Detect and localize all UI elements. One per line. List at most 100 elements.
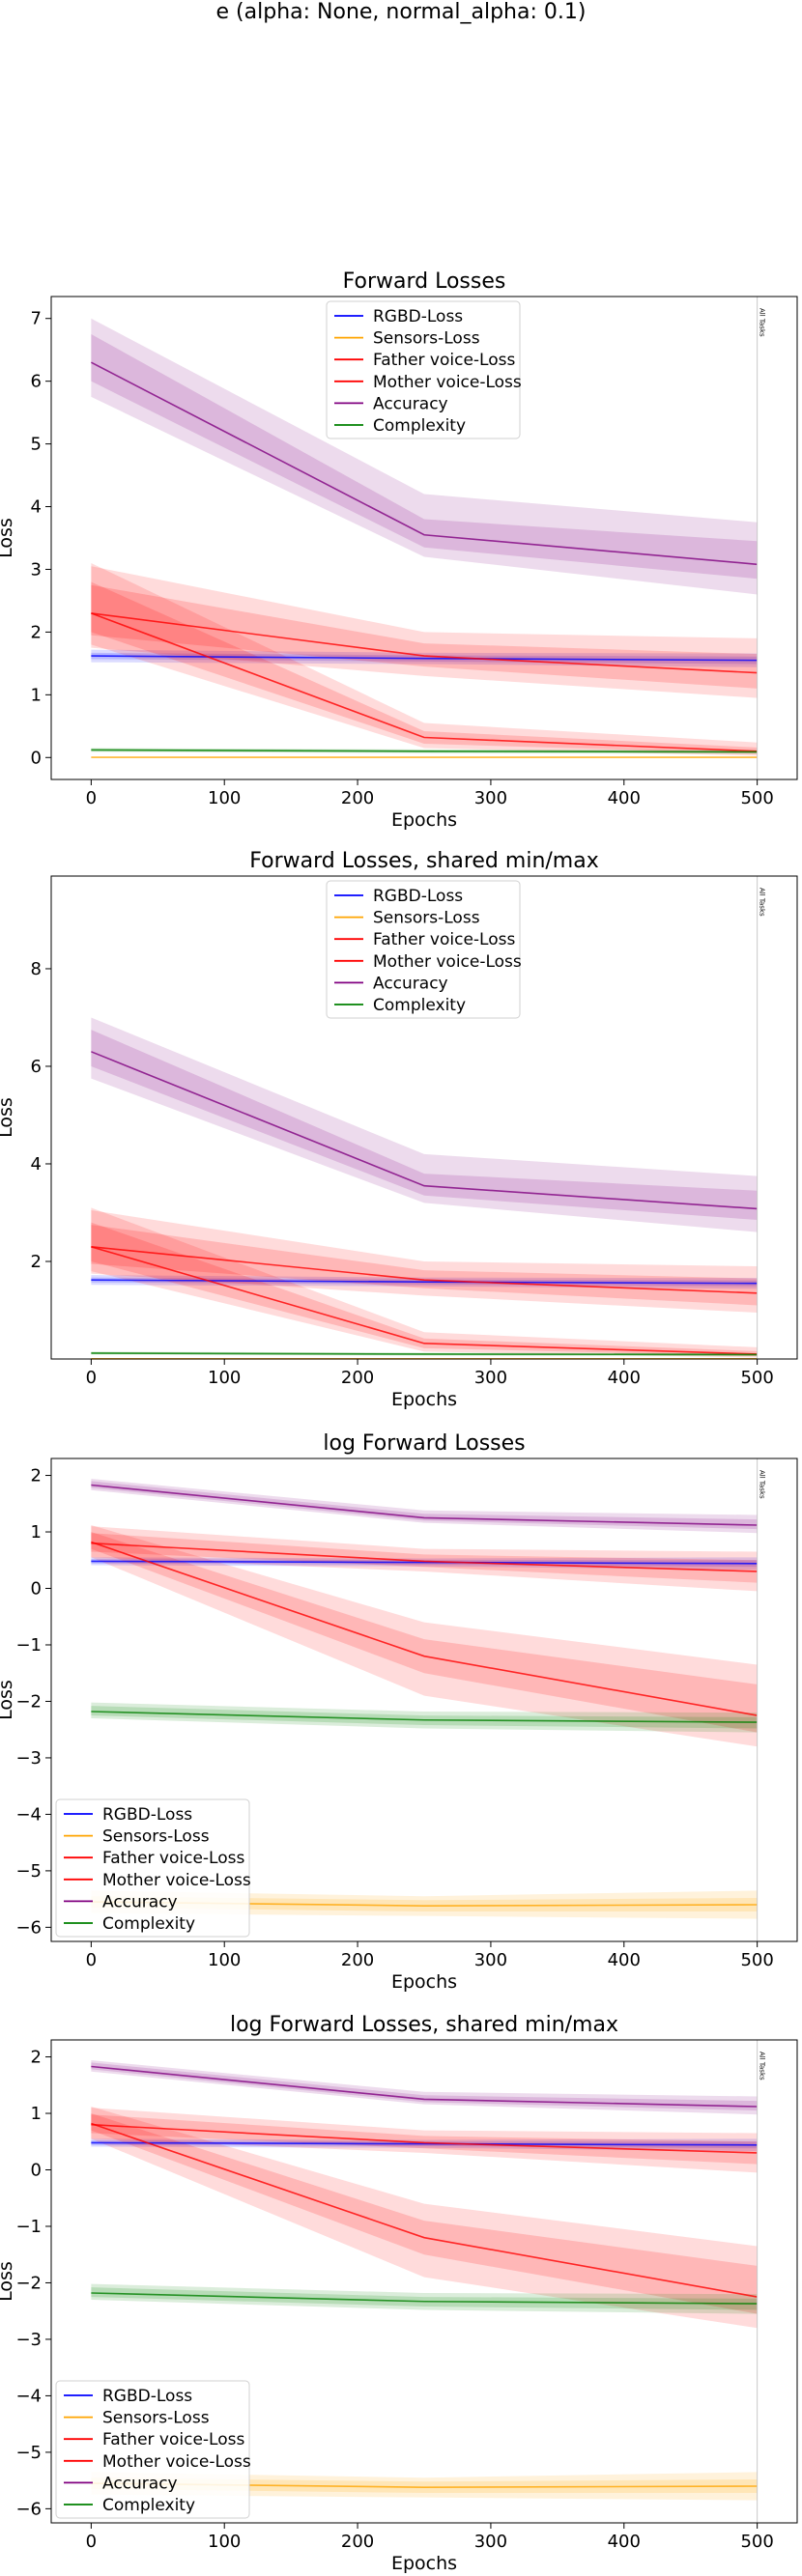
y-tick-label: −3 — [15, 2330, 42, 2350]
legend-label-sensors-loss: Sensors-Loss — [102, 2409, 210, 2428]
legend-label-accuracy: Accuracy — [102, 1892, 178, 1911]
y-tick-label: −2 — [15, 1691, 42, 1712]
x-tick-label: 200 — [341, 788, 374, 808]
y-tick-label: 1 — [31, 685, 42, 705]
y-tick-label: 6 — [31, 372, 42, 392]
task-marker-label: All Tasks — [759, 2052, 766, 2081]
y-tick-label: 4 — [31, 1154, 42, 1175]
legend-label-sensors-loss: Sensors-Loss — [373, 329, 480, 349]
x-tick-label: 300 — [474, 1950, 507, 1970]
legend-label-sensors-loss: Sensors-Loss — [102, 1827, 210, 1847]
y-tick-label: 3 — [31, 559, 42, 580]
x-axis-label: Epochs — [391, 1971, 457, 1993]
legend-label-mother-voice-loss: Mother voice-Loss — [102, 2452, 251, 2472]
x-tick-label: 400 — [608, 2532, 641, 2552]
x-tick-label: 500 — [740, 788, 773, 808]
y-tick-label: 8 — [31, 959, 42, 979]
x-axis-label: Epochs — [391, 2553, 457, 2574]
chart-title: Forward Losses, shared min/max — [249, 849, 598, 873]
y-axis-label: Loss — [0, 2261, 16, 2302]
y-tick-label: −5 — [15, 2443, 42, 2463]
x-tick-label: 0 — [86, 1950, 97, 1970]
task-marker-label: All Tasks — [759, 888, 766, 917]
legend-label-rgbd-loss: RGBD-Loss — [373, 307, 463, 326]
y-tick-label: 0 — [31, 748, 42, 768]
x-tick-label: 200 — [341, 2532, 374, 2552]
legend: RGBD-Loss Sensors-Loss Father voice-Loss Mo… — [327, 301, 522, 439]
legend-label-father-voice-loss: Father voice-Loss — [373, 930, 515, 949]
x-tick-label: 100 — [208, 788, 241, 808]
legend-label-father-voice-loss: Father voice-Loss — [102, 2430, 244, 2449]
legend-label-complexity: Complexity — [102, 1914, 195, 1934]
chart-title: log Forward Losses, shared min/max — [230, 2013, 618, 2037]
chart-title: Forward Losses — [343, 269, 506, 294]
y-tick-label: 5 — [31, 435, 42, 455]
x-tick-label: 100 — [208, 1368, 241, 1388]
y-tick-label: −4 — [15, 2386, 42, 2406]
y-tick-label: −6 — [15, 2499, 42, 2519]
y-tick-label: 6 — [31, 1057, 42, 1077]
x-tick-label: 300 — [474, 1368, 507, 1388]
y-tick-label: −1 — [15, 2217, 42, 2237]
x-tick-label: 0 — [86, 2532, 97, 2552]
x-tick-label: 200 — [341, 1368, 374, 1388]
legend-label-mother-voice-loss: Mother voice-Loss — [373, 952, 522, 972]
x-axis-label: Epochs — [391, 809, 457, 831]
x-tick-label: 400 — [608, 1950, 641, 1970]
legend-label-rgbd-loss: RGBD-Loss — [102, 1805, 192, 1825]
y-tick-label: −6 — [15, 1917, 42, 1938]
y-tick-label: 0 — [31, 2161, 42, 2181]
legend-label-mother-voice-loss: Mother voice-Loss — [373, 373, 522, 392]
legend-label-complexity: Complexity — [373, 416, 466, 436]
legend-label-rgbd-loss: RGBD-Loss — [373, 887, 463, 906]
x-tick-label: 500 — [740, 1950, 773, 1970]
legend-label-complexity: Complexity — [373, 996, 466, 1015]
y-axis-label: Loss — [0, 1097, 16, 1138]
x-tick-label: 0 — [86, 788, 97, 808]
y-axis-label: Loss — [0, 518, 16, 558]
legend-label-rgbd-loss: RGBD-Loss — [102, 2387, 192, 2406]
y-tick-label: −2 — [15, 2273, 42, 2293]
legend-label-accuracy: Accuracy — [102, 2474, 178, 2493]
legend-label-accuracy: Accuracy — [373, 974, 448, 993]
x-tick-label: 500 — [740, 2532, 773, 2552]
y-tick-label: −5 — [15, 1861, 42, 1882]
chart-forward-losses: Forward Losses All Tasks 0 100 200 300 400 500 0… — [0, 263, 802, 833]
y-tick-label: 2 — [31, 1466, 42, 1486]
legend: RGBD-Loss Sensors-Loss Father voice-Loss Mo… — [56, 2381, 251, 2518]
y-tick-label: 2 — [31, 1252, 42, 1272]
x-axis-label: Epochs — [391, 1389, 457, 1410]
task-marker-label: All Tasks — [759, 308, 766, 337]
task-marker-label: All Tasks — [759, 1470, 766, 1499]
y-axis-label: Loss — [0, 1680, 16, 1720]
legend-label-father-voice-loss: Father voice-Loss — [102, 1849, 244, 1868]
y-tick-label: 1 — [31, 1522, 42, 1543]
x-tick-label: 100 — [208, 1950, 241, 1970]
bands-group — [91, 1017, 757, 1358]
x-tick-label: 500 — [740, 1368, 773, 1388]
legend-label-father-voice-loss: Father voice-Loss — [373, 351, 515, 370]
figure-suptitle: e (alpha: None, normal_alpha: 0.1) — [0, 0, 802, 25]
y-tick-label: 2 — [31, 622, 42, 642]
legend-label-complexity: Complexity — [102, 2496, 195, 2515]
legend-label-mother-voice-loss: Mother voice-Loss — [102, 1871, 251, 1890]
x-tick-label: 400 — [608, 1368, 641, 1388]
chart-log-forward-losses-shared: log Forward Losses, shared min/max All Ta… — [0, 2006, 802, 2576]
y-tick-label: 4 — [31, 497, 42, 518]
legend-label-accuracy: Accuracy — [373, 394, 448, 413]
x-tick-label: 400 — [608, 788, 641, 808]
x-tick-label: 200 — [341, 1950, 374, 1970]
y-tick-label: 1 — [31, 2104, 42, 2124]
x-tick-label: 300 — [474, 788, 507, 808]
y-tick-label: −1 — [15, 1635, 42, 1656]
x-tick-label: 0 — [86, 1368, 97, 1388]
y-tick-label: −4 — [15, 1804, 42, 1825]
legend-label-sensors-loss: Sensors-Loss — [373, 909, 480, 928]
y-tick-label: 7 — [31, 309, 42, 329]
y-tick-label: 0 — [31, 1579, 42, 1599]
chart-forward-losses-shared: Forward Losses, shared min/max All Tasks 0… — [0, 842, 802, 1412]
y-tick-label: −3 — [15, 1748, 42, 1769]
x-tick-label: 300 — [474, 2532, 507, 2552]
